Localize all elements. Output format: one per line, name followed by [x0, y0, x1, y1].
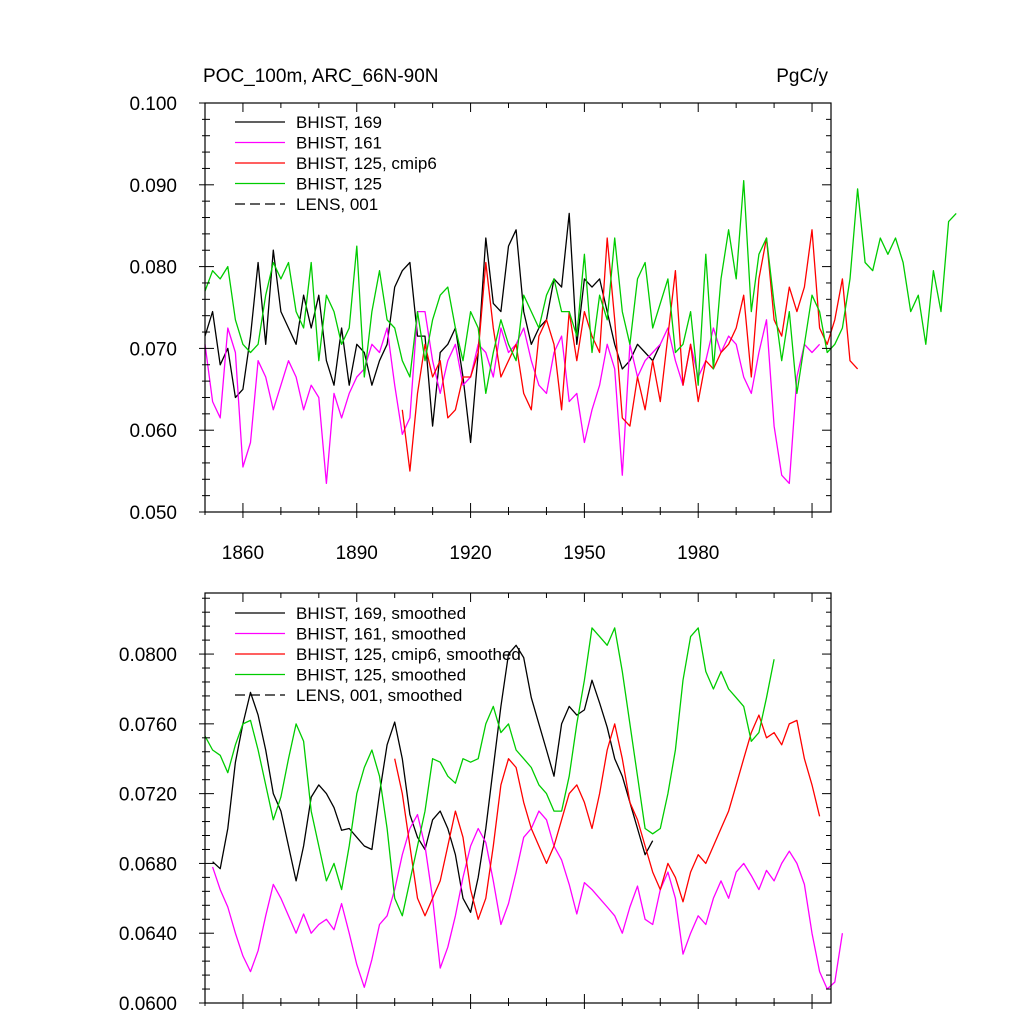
- y-tick-label: 0.050: [129, 503, 177, 524]
- series-line-bhist-161-smoothed: [211, 810, 844, 990]
- plot-frame: [204, 102, 832, 513]
- series-line-bhist-125-cmip6-smoothed: [394, 714, 821, 920]
- x-tick-label: 1860: [222, 543, 264, 564]
- series-line-bhist-169: [204, 212, 661, 444]
- legend-label: BHIST, 125: [296, 175, 382, 194]
- y-tick-label: 0.080: [129, 258, 177, 279]
- y-tick-label: 0.0640: [119, 924, 177, 945]
- y-tick-label: 0.060: [129, 421, 177, 442]
- top-chart-panel: POC_100m, ARC_66N-90N PgC/y 0.050 0.060 0.…: [129, 66, 957, 564]
- y-tick-label: 0.0600: [119, 994, 177, 1015]
- legend-label: BHIST, 169, smoothed: [296, 604, 466, 623]
- chart-title: POC_100m, ARC_66N-90N: [203, 66, 439, 87]
- y-tick-label: 0.0720: [119, 785, 177, 806]
- y-tick-label: 0.090: [129, 176, 177, 197]
- legend-label: BHIST, 161: [296, 134, 382, 153]
- y-tick-label: 0.100: [129, 94, 177, 115]
- series-line-bhist-169-smoothed: [212, 644, 654, 913]
- x-tick-label: 1920: [449, 543, 491, 564]
- series-line-bhist-125-smoothed: [204, 627, 775, 917]
- y-tick-label: 0.0800: [119, 645, 177, 666]
- plot-frame: [204, 592, 832, 1004]
- x-tick-label: 1950: [563, 543, 605, 564]
- x-tick-label: 1980: [677, 543, 719, 564]
- y-tick-label: 0.0680: [119, 854, 177, 875]
- legend-label: BHIST, 125, cmip6: [296, 154, 437, 173]
- chart-units-label: PgC/y: [776, 66, 828, 87]
- legend-label: LENS, 001: [296, 195, 378, 214]
- legend-label: BHIST, 125, smoothed: [296, 666, 466, 685]
- series-line-bhist-125-cmip6: [401, 229, 859, 472]
- legend-label: BHIST, 125, cmip6, smoothed: [296, 645, 521, 664]
- bottom-chart-panel: 0.0600 0.0640 0.0680 0.0720 0.0760 0.0800 BHIS…: [119, 592, 844, 1015]
- legend-label: LENS, 001, smoothed: [296, 686, 462, 705]
- legend-label: BHIST, 169: [296, 113, 382, 132]
- series-line-bhist-161: [204, 310, 821, 485]
- y-tick-label: 0.070: [129, 339, 177, 360]
- x-tick-label: 1890: [336, 543, 378, 564]
- y-tick-label: 0.0760: [119, 715, 177, 736]
- legend-label: BHIST, 161, smoothed: [296, 625, 466, 644]
